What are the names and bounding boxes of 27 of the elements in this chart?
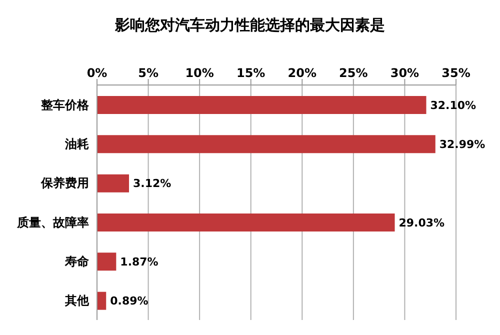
bar (97, 252, 116, 271)
bar (97, 135, 436, 154)
x-tick-label: 10% (185, 66, 214, 80)
x-tick-label: 35% (442, 66, 470, 80)
x-tick-label: 15% (236, 66, 266, 80)
y-tick-label: 其他 (64, 294, 90, 308)
y-tick-label: 质量、故障率 (16, 215, 89, 230)
data-label: 1.87% (120, 256, 158, 269)
data-label: 0.89% (110, 294, 148, 308)
x-tick-label: 30% (390, 66, 420, 80)
chart-title: 影响您对汽车动力性能选择的最大因素是 (114, 16, 386, 35)
y-tick-label: 油耗 (64, 137, 89, 152)
bar (97, 214, 395, 232)
data-label: 32.10% (430, 98, 476, 112)
data-label: 3.12% (133, 177, 172, 190)
bar (97, 292, 106, 310)
bar (97, 174, 129, 192)
x-tick-label: 5% (138, 66, 158, 80)
y-tick-label: 保养费用 (40, 176, 89, 190)
bar (97, 96, 426, 114)
y-tick-label: 整车价格 (40, 98, 90, 112)
data-label: 29.03% (398, 216, 445, 230)
data-label: 32.99% (439, 138, 486, 152)
y-tick-label: 寿命 (64, 254, 90, 269)
x-tick-label: 20% (288, 66, 317, 80)
x-tick-label: 0% (86, 66, 108, 80)
x-tick-label: 25% (339, 66, 368, 80)
